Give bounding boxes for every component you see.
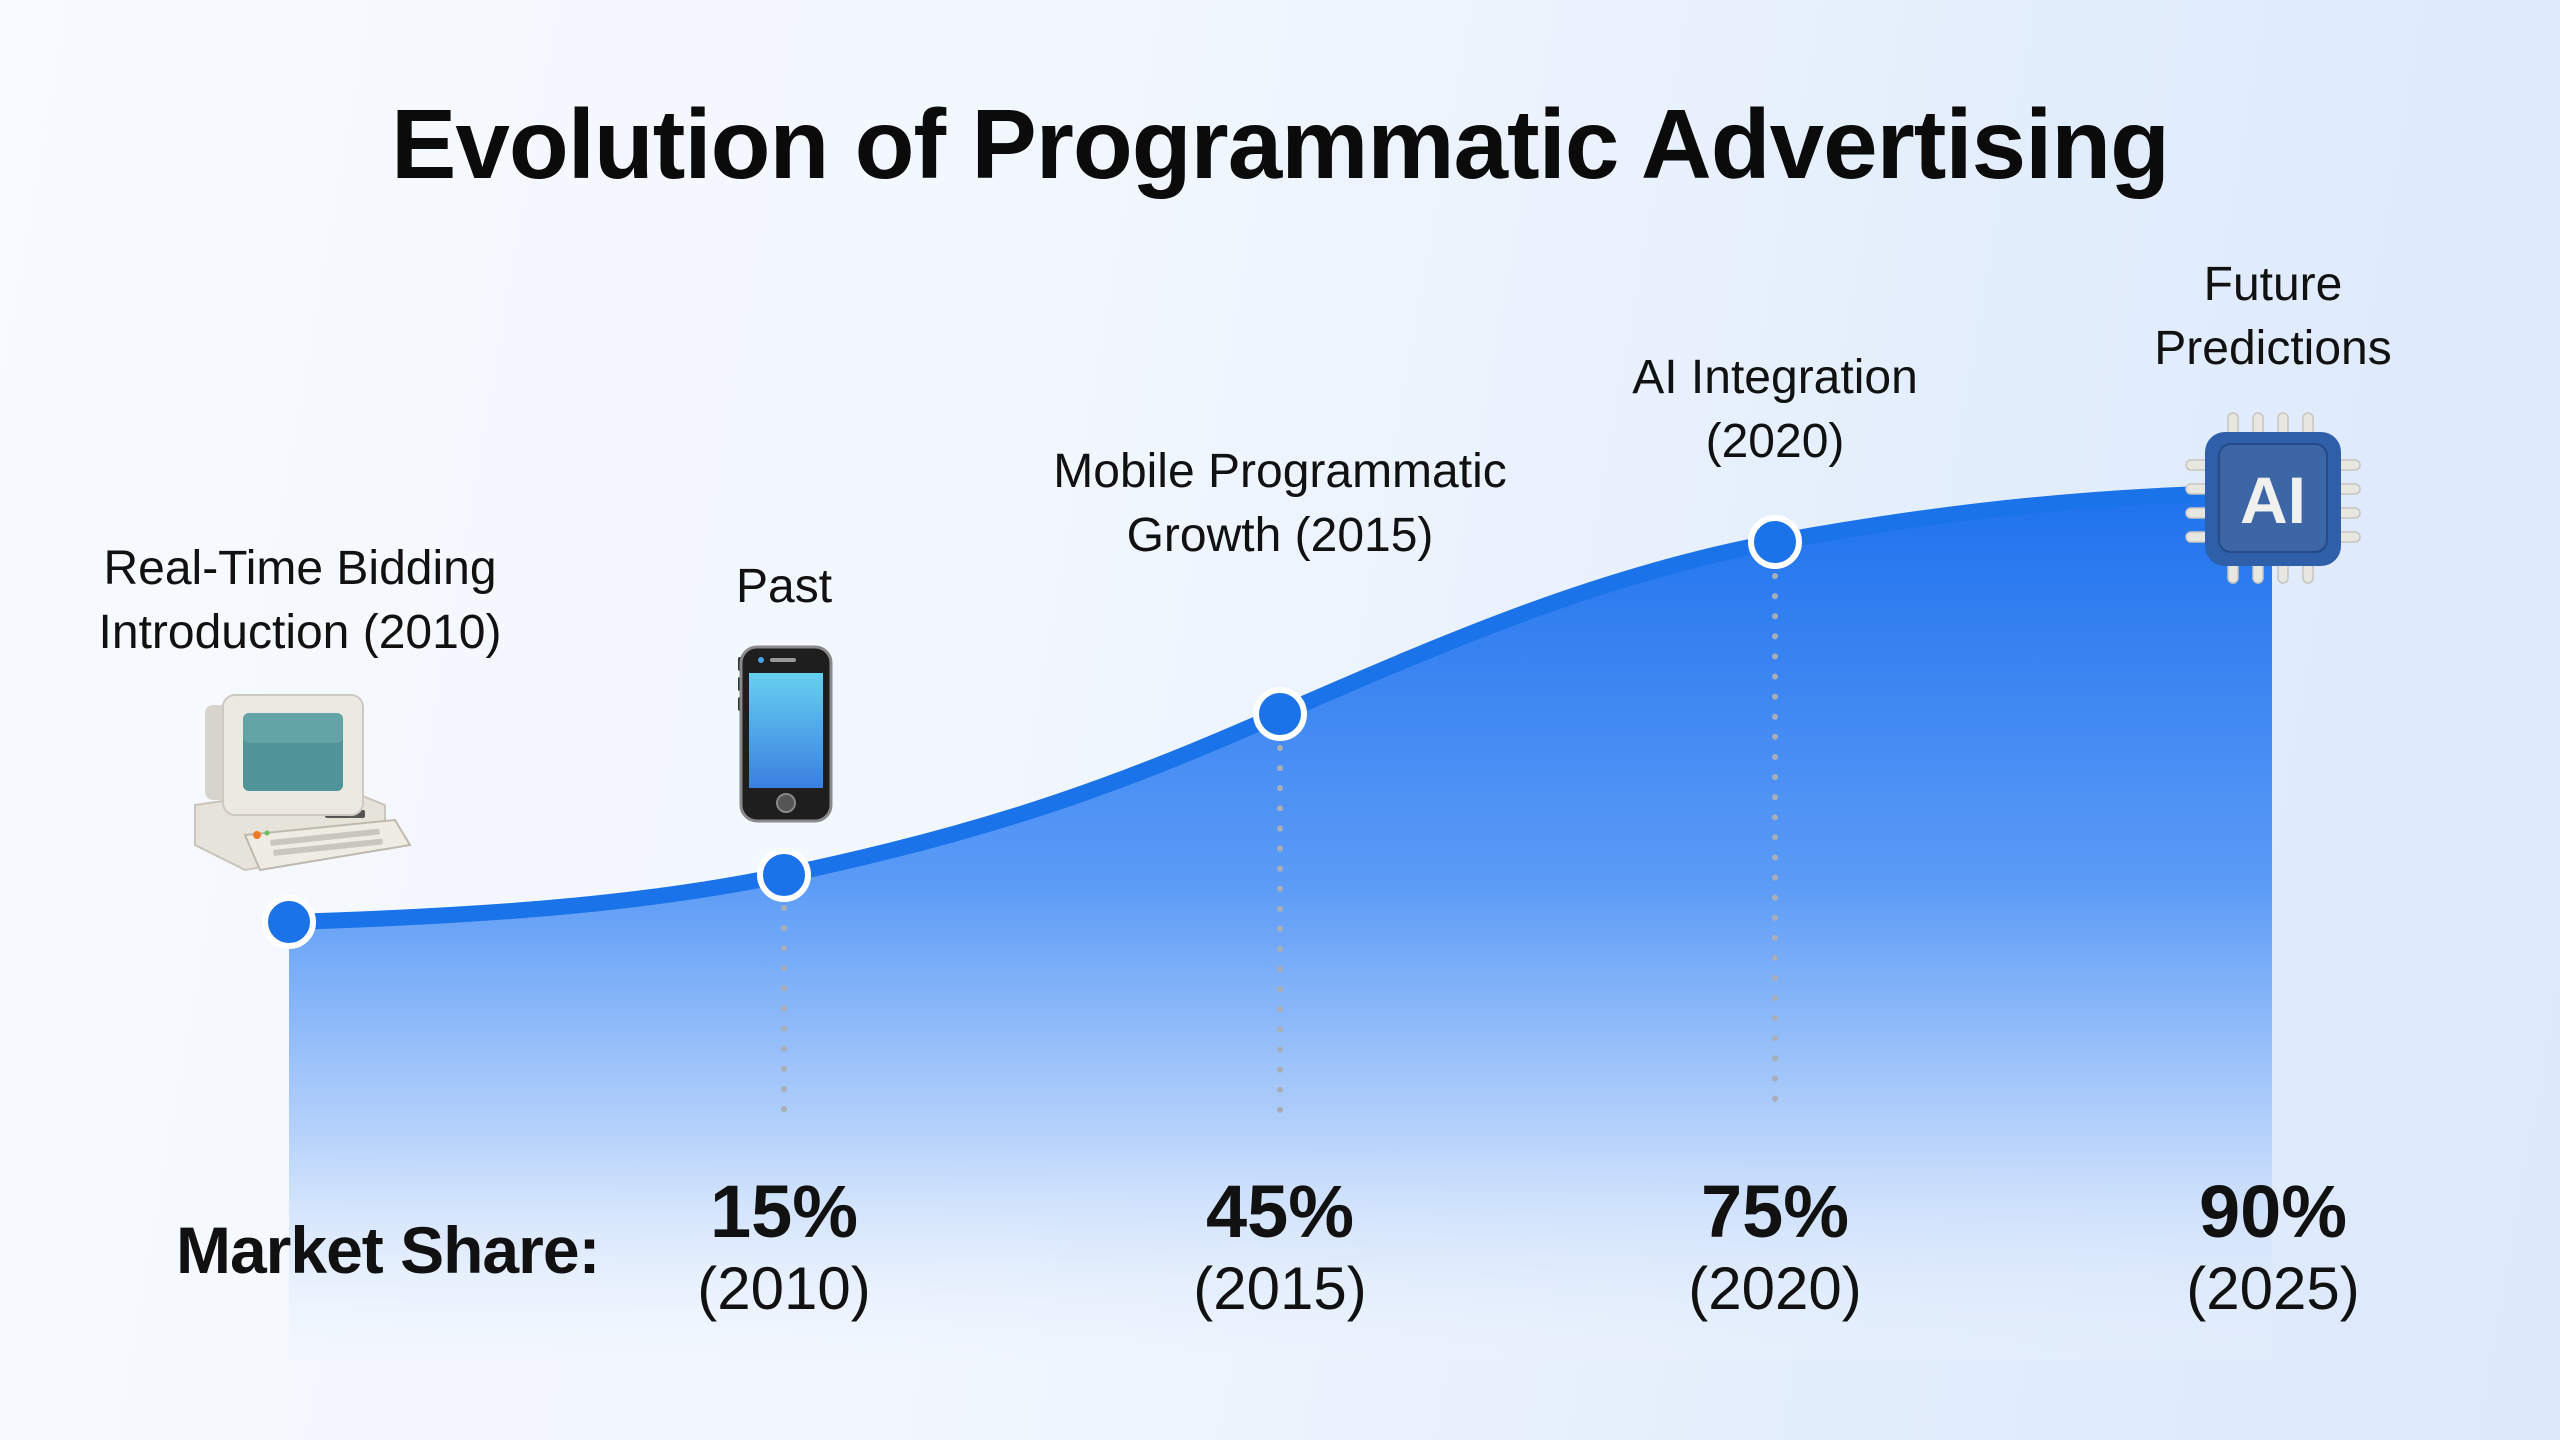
- stat-value: 15%: [709, 1170, 859, 1253]
- milestone-label-ai: AI Integration (2020): [1632, 346, 1918, 474]
- milestone-label-mobile: Mobile Programmatic Growth (2015): [1053, 440, 1506, 568]
- stat-2010: 15% (2010): [697, 1172, 870, 1326]
- stat-year: (2015): [1193, 1255, 1367, 1322]
- label-line: Past: [735, 560, 833, 613]
- stat-value: 90%: [2198, 1170, 2348, 1253]
- milestone-label-future: Future Predictions: [2154, 253, 2391, 381]
- stat-year: (2025): [2186, 1255, 2360, 1322]
- label-line: AI Integration: [1632, 351, 1918, 404]
- data-point-2010: [757, 848, 811, 902]
- label-line: Real-Time Bidding: [103, 542, 497, 595]
- label-line: (2020): [1705, 415, 1845, 468]
- label-line: Growth (2015): [1126, 509, 1434, 562]
- ai-chip-icon: AI: [2185, 412, 2361, 584]
- milestone-label-rtb: Real-Time Bidding Introduction (2010): [99, 537, 502, 665]
- stat-year: (2020): [1688, 1255, 1862, 1322]
- label-line: Future: [2203, 258, 2343, 311]
- ai-chip-text: AI: [2240, 463, 2306, 537]
- milestone-label-past: Past: [736, 555, 832, 619]
- retro-computer-icon: [194, 694, 412, 872]
- label-line: Mobile Programmatic: [1053, 445, 1507, 498]
- stat-value: 45%: [1205, 1170, 1355, 1253]
- stat-2020: 75% (2020): [1688, 1172, 1861, 1326]
- data-point-start: [262, 895, 316, 949]
- smartphone-icon: [738, 645, 833, 823]
- data-point-2020: [1748, 515, 1802, 569]
- stat-2015: 45% (2015): [1193, 1172, 1366, 1326]
- chart-title: Evolution of Programmatic Advertising: [390, 89, 2170, 199]
- data-point-2015: [1253, 687, 1307, 741]
- label-line: Predictions: [2154, 322, 2392, 375]
- stat-year: (2010): [697, 1255, 871, 1322]
- label-line: Introduction (2010): [98, 606, 502, 659]
- stat-value: 75%: [1700, 1170, 1850, 1253]
- market-share-label: Market Share:: [176, 1213, 601, 1287]
- stat-2025: 90% (2025): [2186, 1172, 2359, 1326]
